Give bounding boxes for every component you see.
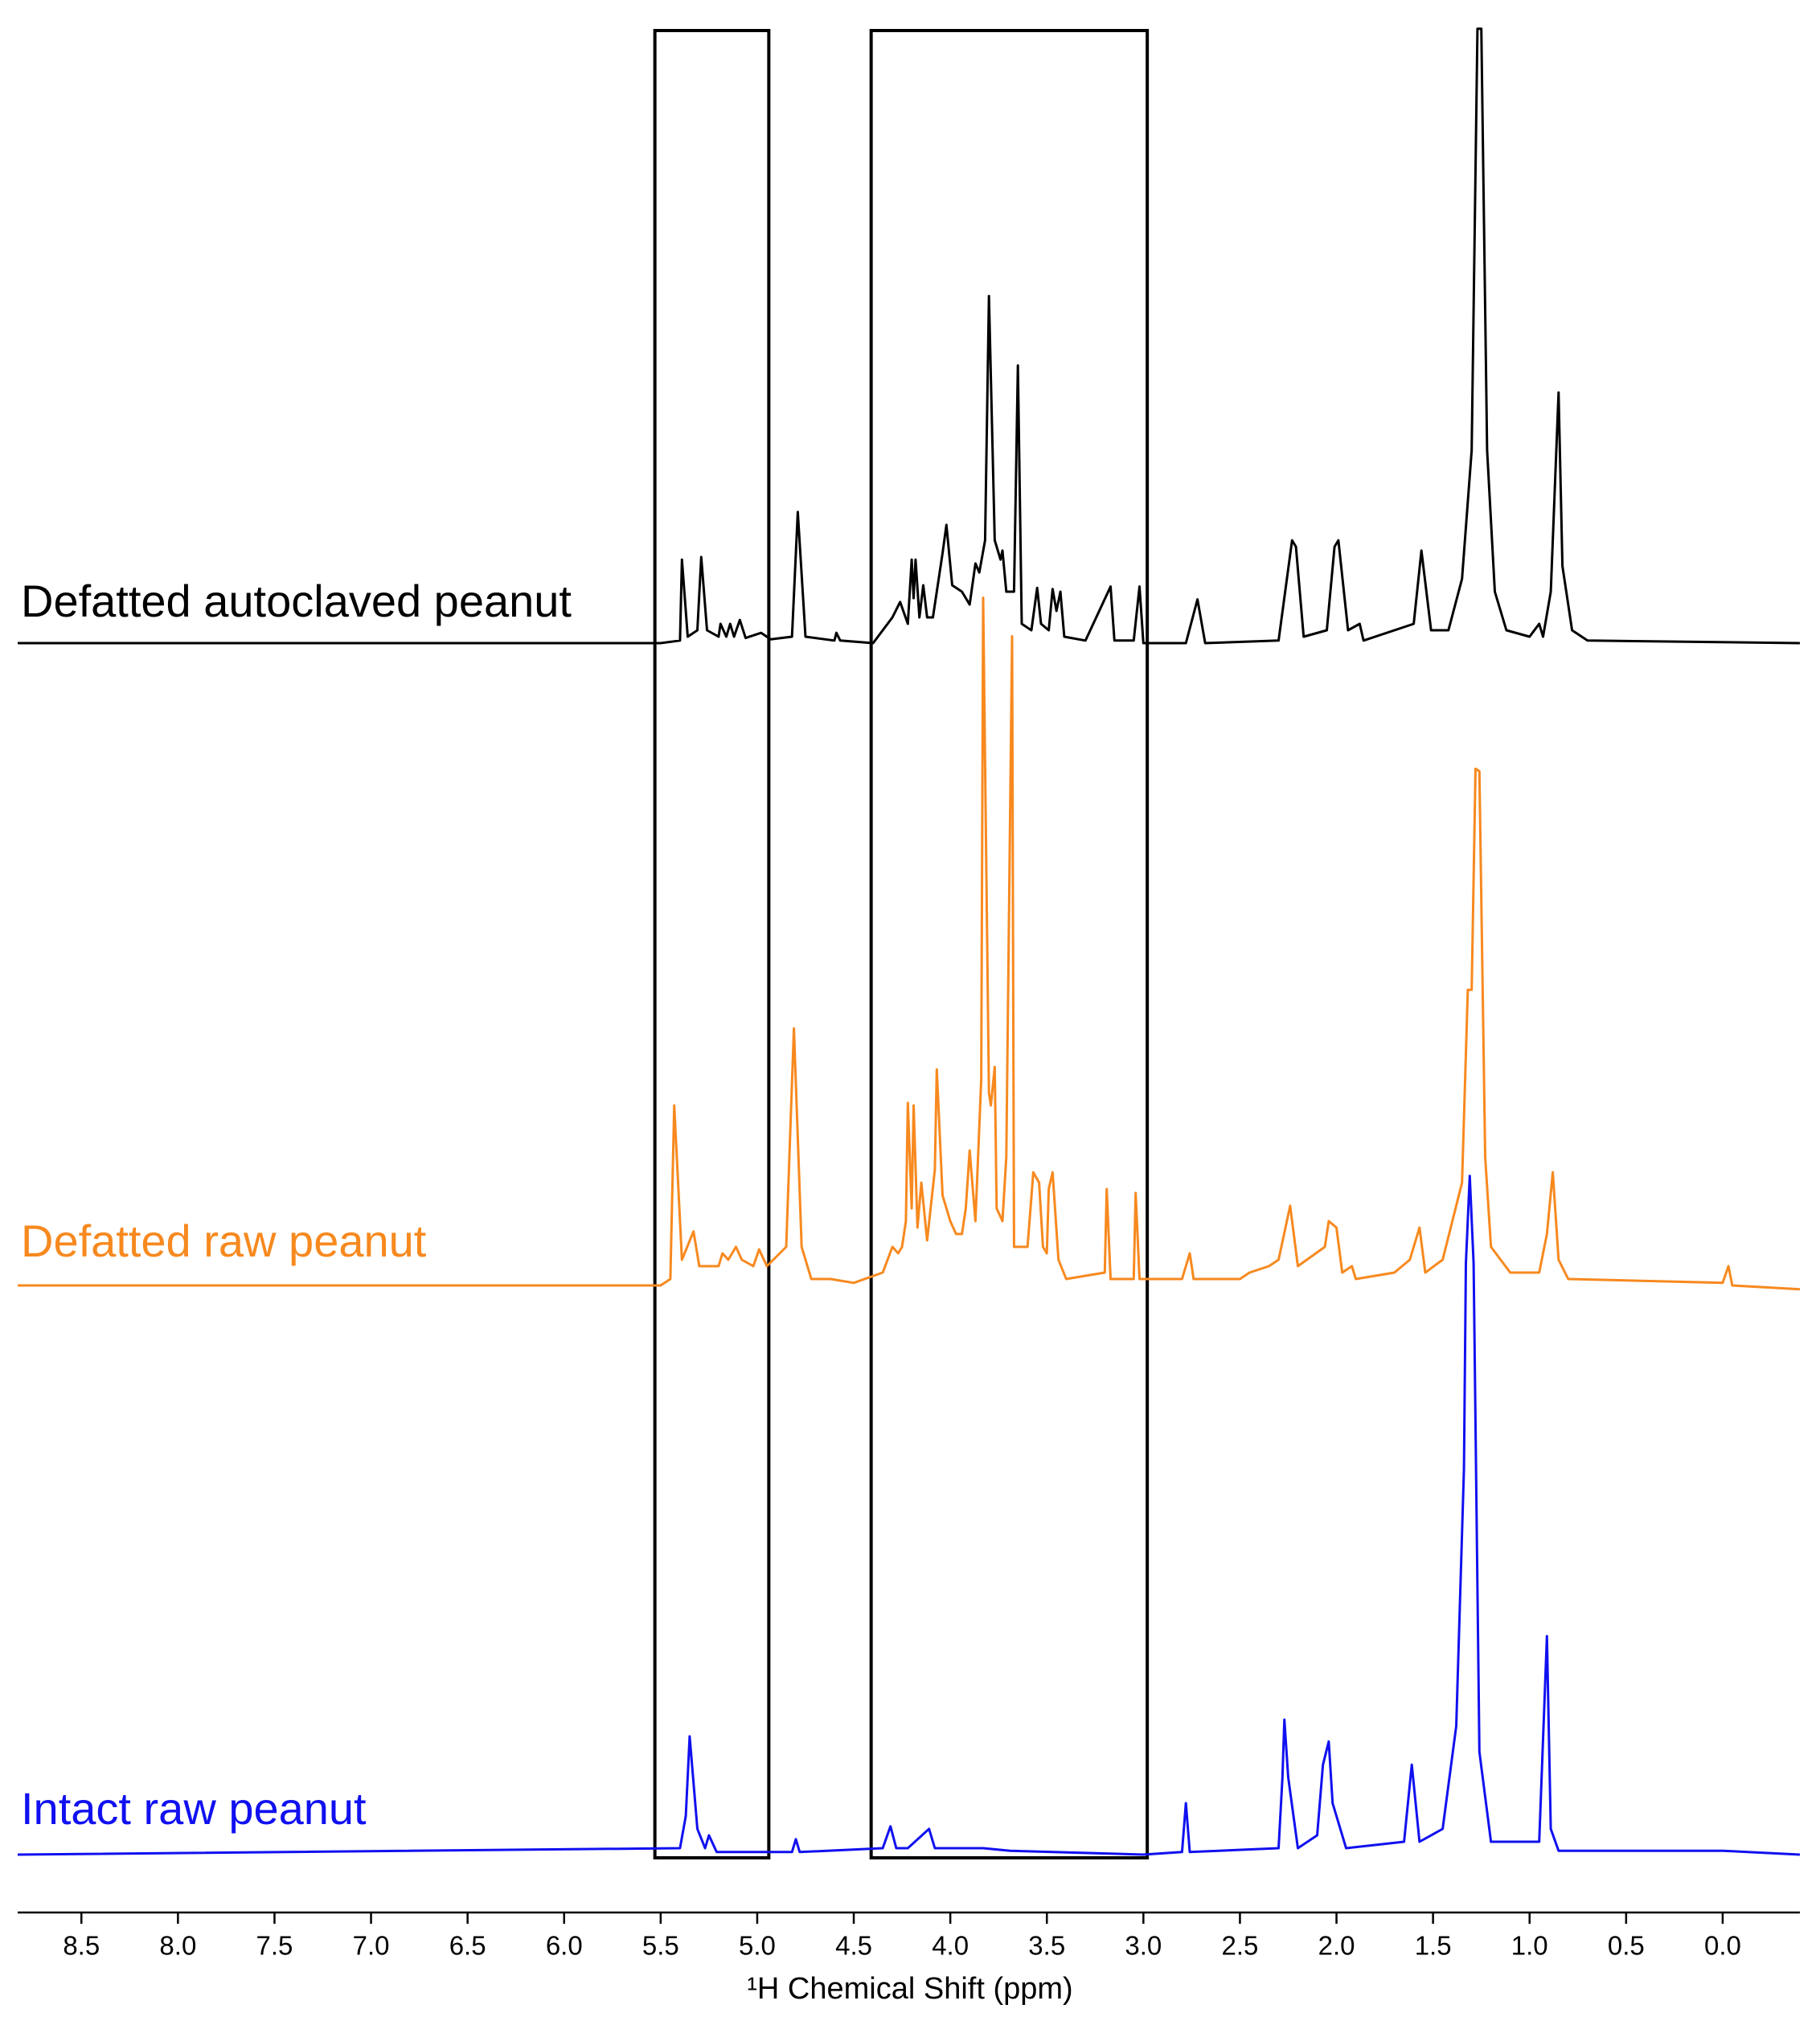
x-tick-label: 2.5 xyxy=(1221,1931,1258,1961)
x-tick-label: 3.5 xyxy=(1028,1931,1065,1961)
x-tick-label: 3.0 xyxy=(1125,1931,1162,1961)
series-label: Defatted raw peanut xyxy=(21,1216,427,1266)
x-tick-label: 5.0 xyxy=(739,1931,776,1961)
x-tick-label: 8.5 xyxy=(63,1931,100,1961)
x-axis-title: ¹H Chemical Shift (ppm) xyxy=(747,1972,1072,2006)
highlight-box xyxy=(869,29,1150,1859)
spectrum-line xyxy=(18,596,1801,1291)
x-tick-label: 0.5 xyxy=(1608,1931,1645,1961)
series-label: Defatted autoclaved peanut xyxy=(21,576,572,626)
x-tick-label: 4.5 xyxy=(835,1931,872,1961)
series-label: Intact raw peanut xyxy=(21,1783,367,1834)
x-tick-label: 1.5 xyxy=(1415,1931,1452,1961)
x-tick-label: 5.5 xyxy=(642,1931,679,1961)
x-tick-label: 2.0 xyxy=(1318,1931,1355,1961)
x-tick-label: 0.0 xyxy=(1704,1931,1741,1961)
highlight-box xyxy=(653,29,771,1859)
x-tick-label: 1.0 xyxy=(1511,1931,1548,1961)
spectrum-line xyxy=(18,27,1801,645)
x-tick-label: 4.0 xyxy=(932,1931,969,1961)
x-tick-label: 6.5 xyxy=(449,1931,486,1961)
x-tick-label: 7.5 xyxy=(256,1931,293,1961)
spectrum-line xyxy=(17,1175,1801,1856)
x-tick-label: 8.0 xyxy=(159,1931,196,1961)
x-tick-label: 7.0 xyxy=(353,1931,390,1961)
x-tick-label: 6.0 xyxy=(546,1931,583,1961)
